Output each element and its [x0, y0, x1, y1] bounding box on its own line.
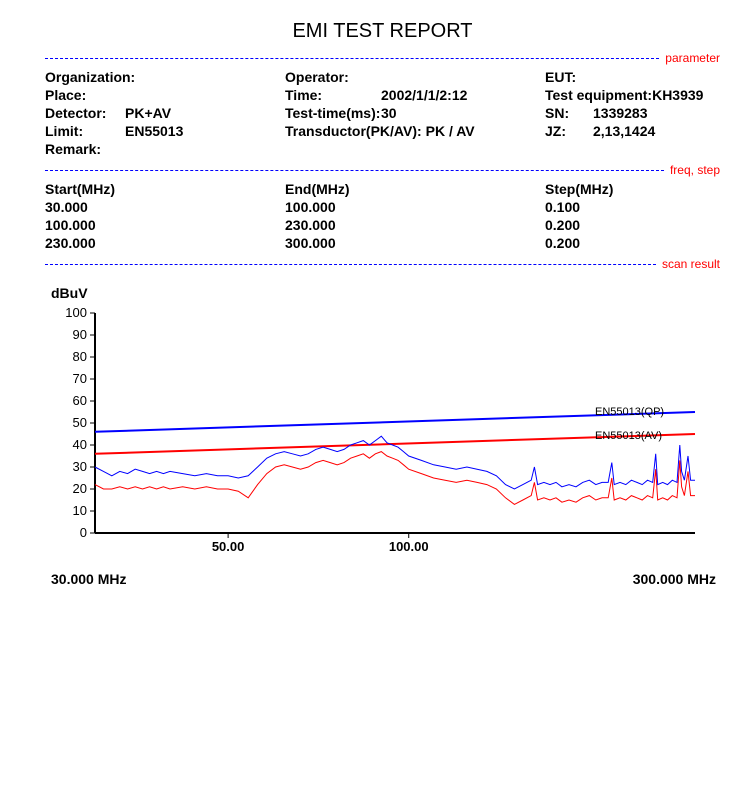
param-label-organization: Organization:	[45, 69, 125, 85]
fs-end: 100.000	[285, 199, 545, 215]
param-cell: Limit: EN55013	[45, 123, 285, 139]
svg-text:EN55013(AV): EN55013(AV)	[595, 430, 662, 442]
param-label-eut: EUT:	[545, 69, 593, 85]
param-label-operator: Operator:	[285, 69, 381, 85]
divider-parameter: parameter	[45, 51, 720, 65]
svg-text:EN55013(QP): EN55013(QP)	[595, 406, 664, 418]
param-label-testequip: Test equipment:	[545, 87, 652, 103]
param-cell: Detector: PK+AV	[45, 105, 285, 121]
svg-text:0: 0	[80, 525, 87, 540]
freq-step-row: 100.000230.0000.200	[45, 217, 720, 233]
svg-text:50.00: 50.00	[212, 539, 245, 554]
freq-step-header: Start(MHz) End(MHz) Step(MHz)	[45, 181, 720, 197]
freq-step-row: 30.000100.0000.100	[45, 199, 720, 215]
param-value-jz: 2,13,1424	[593, 123, 655, 139]
divider-line	[45, 264, 656, 265]
param-label-transductor: Transductor(PK/AV):	[285, 123, 422, 139]
chart-y-axis-label: dBuV	[51, 285, 720, 301]
emi-chart: 0 10 20 30 40 50 60 70 80 90 100 50.00 100.00 EN55013…	[45, 305, 705, 565]
svg-text:70: 70	[73, 371, 87, 386]
divider-label-parameter: parameter	[659, 51, 720, 65]
param-value-detector: PK+AV	[125, 105, 171, 121]
fs-end: 300.000	[285, 235, 545, 251]
divider-label-scan-result: scan result	[656, 257, 720, 271]
fs-col-start-header: Start(MHz)	[45, 181, 285, 197]
param-value-limit: EN55013	[125, 123, 183, 139]
divider-freq-step: freq, step	[45, 163, 720, 177]
param-cell: SN: 1339283	[545, 105, 720, 121]
param-cell: Remark:	[45, 141, 285, 157]
param-value-sn: 1339283	[593, 105, 648, 121]
param-cell: Organization:	[45, 69, 285, 85]
fs-step: 0.200	[545, 235, 720, 251]
parameter-section: Organization: Operator: EUT: Place: Time…	[45, 69, 720, 157]
param-label-detector: Detector:	[45, 105, 125, 121]
divider-line	[45, 58, 659, 59]
chart-block: dBuV 0 10 20 30 40 50 60 70 80 90 100 50.00 100.00 EN…	[45, 285, 720, 587]
report-title: EMI TEST REPORT	[45, 20, 720, 43]
fs-col-step-header: Step(MHz)	[545, 181, 720, 197]
svg-text:100.00: 100.00	[389, 539, 429, 554]
param-label-sn: SN:	[545, 105, 593, 121]
param-value-testequip: KH3939	[652, 87, 703, 103]
param-row-3: Detector: PK+AV Test-time(ms): 30 SN: 13…	[45, 105, 720, 121]
svg-text:100: 100	[65, 305, 87, 320]
param-cell: Place:	[45, 87, 285, 103]
param-cell: Time: 2002/1/1/2:12	[285, 87, 545, 103]
chart-x-range-left: 30.000 MHz	[51, 571, 126, 587]
param-label-remark: Remark:	[45, 141, 125, 157]
divider-line	[45, 170, 664, 171]
freq-step-row: 230.000300.0000.200	[45, 235, 720, 251]
svg-text:60: 60	[73, 393, 87, 408]
svg-text:30: 30	[73, 459, 87, 474]
svg-text:10: 10	[73, 503, 87, 518]
fs-step: 0.100	[545, 199, 720, 215]
param-value-time: 2002/1/1/2:12	[381, 87, 467, 103]
fs-start: 100.000	[45, 217, 285, 233]
svg-text:50: 50	[73, 415, 87, 430]
param-cell: Transductor(PK/AV): PK / AV	[285, 123, 545, 139]
chart-x-range: 30.000 MHz 300.000 MHz	[45, 571, 720, 587]
param-value-testtime: 30	[381, 105, 397, 121]
fs-end: 230.000	[285, 217, 545, 233]
param-label-limit: Limit:	[45, 123, 125, 139]
fs-col-end-header: End(MHz)	[285, 181, 545, 197]
divider-scan-result: scan result	[45, 257, 720, 271]
param-row-5: Remark:	[45, 141, 720, 157]
param-cell: Test equipment: KH3939	[545, 87, 720, 103]
param-label-place: Place:	[45, 87, 125, 103]
param-cell: Operator:	[285, 69, 545, 85]
param-row-2: Place: Time: 2002/1/1/2:12 Test equipmen…	[45, 87, 720, 103]
param-value-transductor: PK / AV	[426, 123, 475, 139]
freq-step-section: Start(MHz) End(MHz) Step(MHz) 30.000100.…	[45, 181, 720, 251]
report-root: EMI TEST REPORT parameter Organization: …	[0, 0, 750, 617]
param-label-testtime: Test-time(ms):	[285, 105, 381, 121]
fs-start: 230.000	[45, 235, 285, 251]
fs-start: 30.000	[45, 199, 285, 215]
param-row-1: Organization: Operator: EUT:	[45, 69, 720, 85]
svg-text:20: 20	[73, 481, 87, 496]
svg-text:90: 90	[73, 327, 87, 342]
chart-x-range-right: 300.000 MHz	[633, 571, 716, 587]
param-cell: Test-time(ms): 30	[285, 105, 545, 121]
svg-text:40: 40	[73, 437, 87, 452]
fs-step: 0.200	[545, 217, 720, 233]
param-row-4: Limit: EN55013 Transductor(PK/AV): PK / …	[45, 123, 720, 139]
param-label-jz: JZ:	[545, 123, 593, 139]
divider-label-freq-step: freq, step	[664, 163, 720, 177]
param-cell: JZ: 2,13,1424	[545, 123, 720, 139]
param-cell: EUT:	[545, 69, 720, 85]
param-label-time: Time:	[285, 87, 381, 103]
svg-text:80: 80	[73, 349, 87, 364]
